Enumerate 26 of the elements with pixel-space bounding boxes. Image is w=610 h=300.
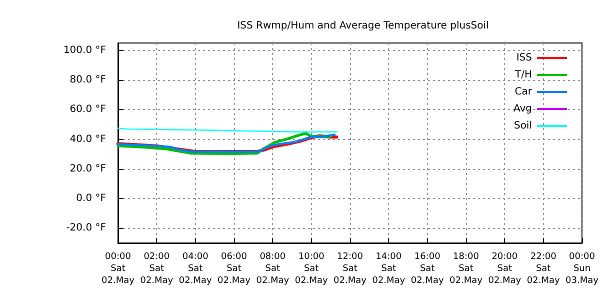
y-tick-label: 60.0 °F: [70, 104, 106, 116]
y-tick-label: -20.0 °F: [66, 222, 106, 234]
x-tick-label: 16:00 Sat 02.May: [410, 252, 444, 286]
x-tick-label: 02:00 Sat 02.May: [140, 252, 174, 286]
legend-label: Avg: [513, 104, 532, 114]
y-tick-label: 20.0 °F: [70, 163, 106, 174]
x-tick-label: 10:00 Sat 02.May: [294, 252, 328, 286]
x-tick-label: 20:00 Sat 02.May: [488, 252, 522, 286]
chart-title: ISS Rwmp/Hum and Average Temperature plusSoil: [237, 20, 489, 32]
x-tick-label: 18:00 Sat 02.May: [450, 252, 484, 286]
y-tick-label: 40.0 °F: [70, 134, 106, 145]
y-tick-label: 100.0 °F: [63, 44, 106, 56]
x-tick-label: 12:00 Sat 02.May: [334, 252, 368, 286]
x-tick-label: 04:00 Sat 02.May: [178, 252, 212, 286]
x-tick-label: 00:00 Sun 03.May: [566, 252, 600, 286]
y-tick-label: 0.0 °F: [76, 193, 106, 204]
x-tick-label: 22:00 Sat 02.May: [526, 252, 560, 286]
y-tick-label: 80.0 °F: [70, 74, 106, 86]
x-tick-label: 08:00 Sat 02.May: [256, 252, 290, 286]
x-tick-label: 00:00 Sat 02.May: [102, 252, 136, 286]
x-tick-label: 06:00 Sat 02.May: [218, 252, 252, 286]
x-tick-label: 14:00 Sat 02.May: [372, 252, 406, 286]
legend-label: Soil: [514, 120, 532, 132]
legend-label: T/H: [514, 70, 532, 80]
legend-label: ISS: [516, 52, 532, 64]
legend-label: Car: [514, 86, 533, 98]
